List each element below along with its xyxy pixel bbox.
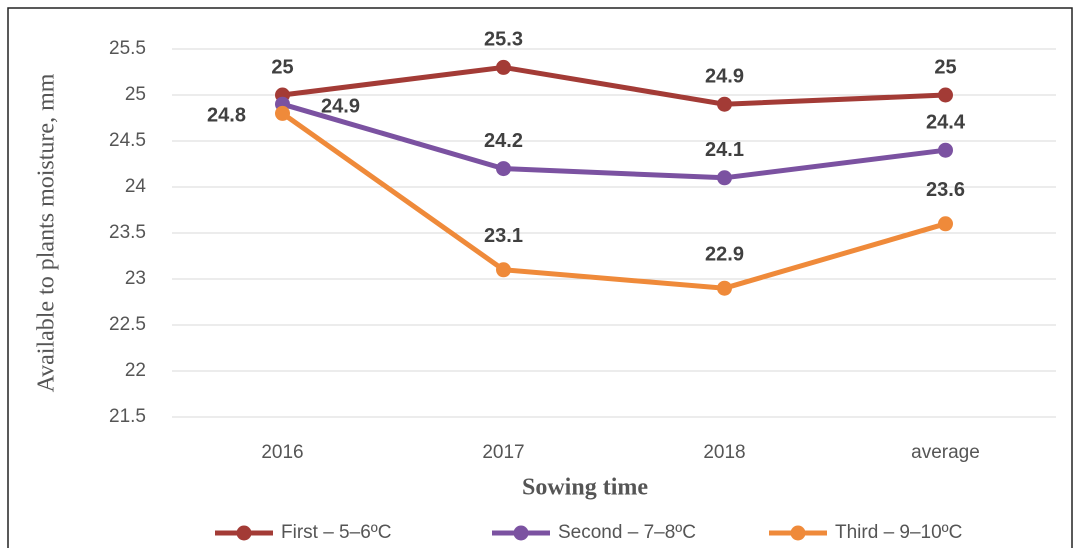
y-tick-label: 23 (125, 268, 146, 289)
series-line (281, 101, 946, 181)
y-axis-label: Available to plants moisture, mm (34, 73, 60, 392)
point (496, 59, 511, 75)
point (717, 170, 732, 186)
x-tick-label: 2018 (703, 442, 745, 463)
value-label: 23.1 (484, 225, 523, 247)
legend-label: Third – 9–10ºC (835, 522, 962, 543)
value-label: 24.1 (705, 139, 744, 161)
value-label: 22.9 (705, 243, 744, 265)
x-axis-label: Sowing time (522, 475, 648, 501)
series-line (282, 64, 946, 107)
y-tick-label: 22 (125, 360, 146, 381)
point (717, 280, 732, 296)
legend-marker (790, 525, 806, 541)
value-label: 25 (271, 56, 293, 78)
y-tick-label: 24.5 (109, 130, 146, 151)
point (275, 105, 290, 121)
legend-marker (236, 525, 252, 541)
series-line (281, 111, 947, 291)
frame (7, 7, 1073, 548)
x-tick-label: 2016 (261, 442, 303, 463)
point (938, 142, 953, 158)
value-label: 23.6 (926, 179, 965, 201)
point (496, 161, 511, 177)
value-label: 24.9 (321, 95, 360, 117)
legend-label: Second – 7–8ºC (558, 522, 696, 543)
point (496, 262, 511, 278)
y-tick-label: 23.5 (109, 222, 146, 243)
legend-label: First – 5–6ºC (281, 522, 391, 543)
point (938, 87, 953, 103)
y-tick-label: 25.5 (109, 38, 146, 59)
value-label: 25.3 (484, 29, 523, 51)
value-label: 24.8 (207, 105, 246, 127)
x-tick-label: average (911, 442, 980, 463)
legend-marker (513, 525, 529, 541)
point (938, 216, 953, 232)
value-label: 24.9 (705, 65, 744, 87)
point (717, 96, 732, 112)
x-tick-label: 2017 (482, 442, 524, 463)
value-label: 25 (934, 56, 956, 78)
y-tick-label: 24 (125, 176, 147, 197)
y-tick-label: 21.5 (109, 406, 146, 427)
value-label: 24.2 (484, 130, 523, 152)
y-tick-label: 25 (125, 84, 146, 105)
y-tick-label: 22.5 (109, 314, 146, 335)
value-label: 24.4 (926, 111, 966, 133)
